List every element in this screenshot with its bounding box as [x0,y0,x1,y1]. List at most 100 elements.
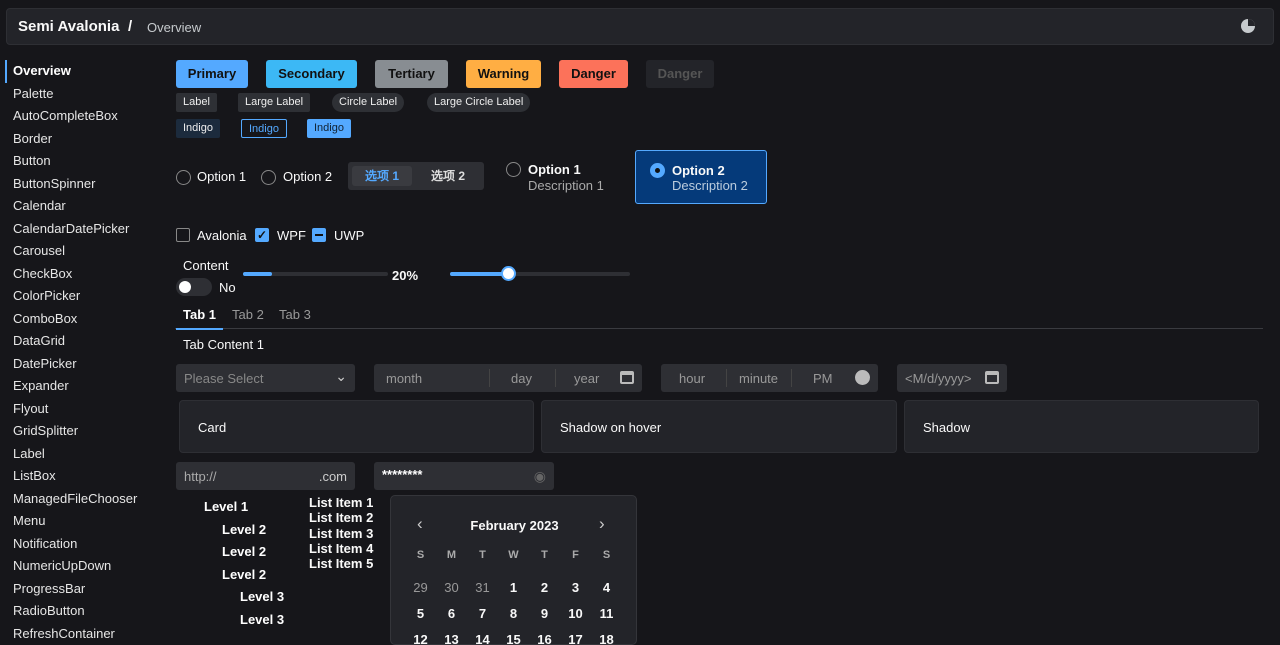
calendar-day[interactable]: 5 [405,606,436,621]
sidebar-item-gridsplitter[interactable]: GridSplitter [5,420,165,443]
calendar-day[interactable]: 10 [560,606,591,621]
sidebar-item-flyout[interactable]: Flyout [5,398,165,421]
chevron-right-icon[interactable]: › [599,514,605,534]
list-item[interactable]: List Item 2 [309,511,373,526]
calendar-day[interactable]: 31 [467,580,498,595]
checkbox-avalonia[interactable] [176,228,190,242]
sidebar-item-autocompletebox[interactable]: AutoCompleteBox [5,105,165,128]
calendar-day[interactable]: 6 [436,606,467,621]
label-2: Circle Label [332,93,404,112]
slider-thumb[interactable] [501,266,516,281]
sidebar-item-datepicker[interactable]: DatePicker [5,353,165,376]
tree-item[interactable]: Level 2 [222,567,266,582]
button-tertiary[interactable]: Tertiary [375,60,448,88]
tree-item[interactable]: Level 2 [222,544,266,559]
calendar-icon[interactable] [985,371,999,384]
chevron-left-icon[interactable]: ‹ [417,514,423,534]
calendar-title[interactable]: February 2023 [431,518,598,533]
password-input[interactable]: ******** ◉ [374,462,554,490]
sidebar-item-numericupdown[interactable]: NumericUpDown [5,555,165,578]
toggle-switch[interactable] [176,278,212,296]
tree-item[interactable]: Level 3 [240,612,284,627]
date-picker[interactable]: month day year [374,364,642,392]
tree-item[interactable]: Level 1 [204,499,248,514]
calendar-day[interactable]: 16 [529,632,560,645]
button-secondary[interactable]: Secondary [266,60,357,88]
time-picker[interactable]: hour minute PM [661,364,878,392]
weekday-label: S [591,549,622,561]
sidebar-item-menu[interactable]: Menu [5,510,165,533]
sidebar-item-combobox[interactable]: ComboBox [5,308,165,331]
calendar-day[interactable]: 1 [498,580,529,595]
sidebar-item-listbox[interactable]: ListBox [5,465,165,488]
button-primary[interactable]: Primary [176,60,248,88]
calendar-day[interactable]: 18 [591,632,622,645]
theme-toggle-icon[interactable] [1241,19,1255,33]
calendar-day[interactable]: 2 [529,580,560,595]
sidebar-item-buttonspinner[interactable]: ButtonSpinner [5,173,165,196]
calendar-day[interactable]: 15 [498,632,529,645]
checkbox-avalonia-label: Avalonia [197,228,247,243]
calendar-day[interactable]: 30 [436,580,467,595]
sidebar-item-managedfilechooser[interactable]: ManagedFileChooser [5,488,165,511]
slider[interactable] [450,272,630,276]
sidebar-item-label[interactable]: Label [5,443,165,466]
calendar-day[interactable]: 14 [467,632,498,645]
tree-item[interactable]: Level 3 [240,589,284,604]
calendar-icon[interactable] [620,371,634,384]
calendar-date-picker[interactable]: <M/d/yyyy> [897,364,1007,392]
combo-box[interactable]: Please Select ⌄ [176,364,355,392]
radio-card-1-circle [506,162,521,177]
radio-option-1[interactable] [176,170,191,185]
url-input[interactable]: http:// .com [176,462,355,490]
tree-item[interactable]: Level 2 [222,522,266,537]
sidebar-item-palette[interactable]: Palette [5,83,165,106]
sidebar-item-carousel[interactable]: Carousel [5,240,165,263]
sidebar-item-calendar[interactable]: Calendar [5,195,165,218]
list-item[interactable]: List Item 1 [309,496,373,511]
calendar-day[interactable]: 29 [405,580,436,595]
sidebar-item-progressbar[interactable]: ProgressBar [5,578,165,601]
calendar-day[interactable]: 12 [405,632,436,645]
calendar-day[interactable]: 3 [560,580,591,595]
checkbox-uwp[interactable] [312,228,326,242]
sidebar-item-radiobutton[interactable]: RadioButton [5,600,165,623]
sidebar-item-checkbox[interactable]: CheckBox [5,263,165,286]
eye-icon[interactable]: ◉ [534,468,546,485]
checkbox-wpf[interactable]: ✓ [255,228,269,242]
sidebar-item-border[interactable]: Border [5,128,165,151]
list-item[interactable]: List Item 4 [309,542,373,557]
card: Card [179,400,534,453]
calendar-day[interactable]: 9 [529,606,560,621]
sidebar-item-expander[interactable]: Expander [5,375,165,398]
calendar-day[interactable]: 13 [436,632,467,645]
list-item[interactable]: List Item 5 [309,557,373,572]
breadcrumb-page: Overview [147,20,201,35]
calendar-day[interactable]: 7 [467,606,498,621]
tab-2[interactable]: Tab 2 [225,307,271,328]
calendar-day[interactable]: 4 [591,580,622,595]
radio-option-2[interactable] [261,170,276,185]
clock-icon[interactable] [855,370,870,385]
segment-1[interactable]: 选项 1 [352,166,412,186]
calendar-day[interactable]: 17 [560,632,591,645]
radio-card-2[interactable]: Option 2 Description 2 [635,150,767,204]
sidebar-item-datagrid[interactable]: DataGrid [5,330,165,353]
radio-card-1[interactable]: Option 1 Description 1 [500,155,620,201]
sidebar-item-button[interactable]: Button [5,150,165,173]
calendar-day[interactable]: 11 [591,606,622,621]
button-warning[interactable]: Warning [466,60,541,88]
sidebar-item-refreshcontainer[interactable]: RefreshContainer [5,623,165,645]
sidebar-item-notification[interactable]: Notification [5,533,165,556]
sidebar-item-calendardatepicker[interactable]: CalendarDatePicker [5,218,165,241]
url-suffix: .com [319,469,347,484]
sidebar-item-colorpicker[interactable]: ColorPicker [5,285,165,308]
button-danger[interactable]: Danger [559,60,628,88]
tab-3[interactable]: Tab 3 [272,307,318,328]
calendar-day[interactable]: 8 [498,606,529,621]
tab-1[interactable]: Tab 1 [176,307,223,330]
sidebar-item-overview[interactable]: Overview [5,60,165,83]
segment-2[interactable]: 选项 2 [418,166,478,186]
list-item[interactable]: List Item 3 [309,527,373,542]
